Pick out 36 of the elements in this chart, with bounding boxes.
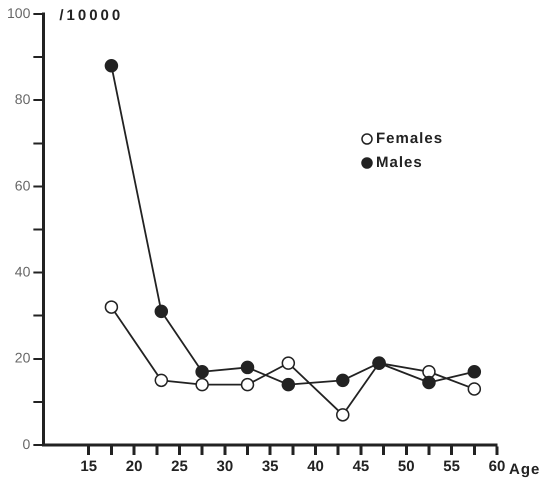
point (240, 378, 254, 392)
y-tick-label: 40 (14, 263, 31, 280)
point (422, 376, 436, 390)
y-tick-label: 20 (14, 350, 31, 366)
y-tick-label: 100 (7, 4, 31, 21)
x-tick-label: 60 (488, 458, 506, 476)
point (282, 356, 296, 370)
point (240, 360, 254, 374)
x-tick-label: 45 (352, 458, 370, 476)
point (422, 364, 436, 378)
point (468, 364, 482, 378)
x-tick-label: 15 (80, 458, 98, 476)
legend-label: Females (376, 130, 444, 148)
x-tick-label: 25 (171, 458, 188, 476)
x-tick-label: 55 (443, 458, 460, 476)
y-axis-title: /10000 (59, 7, 124, 24)
point (104, 300, 118, 314)
point (468, 382, 482, 396)
x-tick-label: 20 (126, 458, 142, 476)
point (282, 378, 296, 392)
y-tick-label: 60 (14, 177, 31, 194)
point (154, 374, 168, 388)
y-tick-label: 80 (14, 91, 31, 108)
y-tick-label: 0 (22, 436, 31, 452)
point (195, 378, 209, 392)
point (195, 364, 209, 378)
point (154, 304, 168, 318)
x-tick-label: 35 (262, 458, 279, 476)
legend-label: Males (376, 154, 423, 172)
point (104, 58, 118, 72)
point (336, 408, 350, 422)
point (336, 374, 350, 388)
x-tick-label: 50 (398, 458, 415, 476)
x-tick-label: 30 (216, 458, 234, 476)
x-axis-title: Age (509, 461, 540, 478)
x-tick-label: 40 (307, 458, 324, 476)
